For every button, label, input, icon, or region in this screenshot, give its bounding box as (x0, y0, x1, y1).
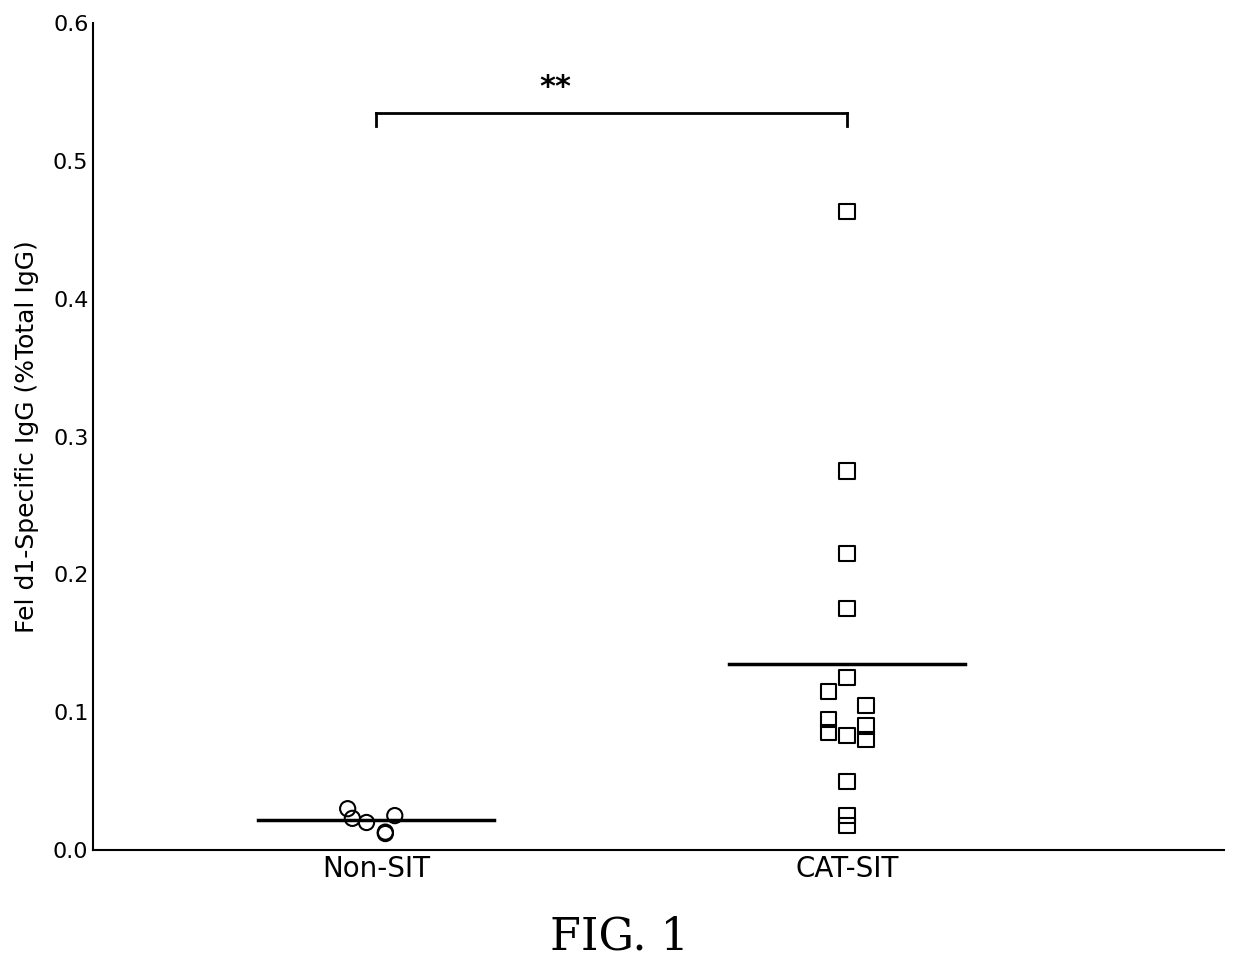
Text: FIG. 1: FIG. 1 (550, 915, 689, 958)
Text: **: ** (539, 72, 571, 102)
Point (856, 732, 876, 748)
Point (385, 808, 405, 824)
Point (375, 826, 395, 841)
Point (838, 670, 857, 685)
Y-axis label: Fel d1-Specific IgG (%Total IgG): Fel d1-Specific IgG (%Total IgG) (15, 240, 38, 632)
Point (838, 601, 857, 617)
Point (856, 718, 876, 734)
Point (838, 546, 857, 561)
Point (856, 698, 876, 713)
Point (375, 825, 395, 840)
Point (838, 204, 857, 220)
Point (838, 808, 857, 824)
Point (342, 810, 362, 826)
Point (838, 728, 857, 744)
Point (818, 712, 838, 727)
Point (838, 773, 857, 789)
Point (338, 801, 358, 817)
Point (818, 684, 838, 700)
Point (838, 818, 857, 834)
Point (818, 725, 838, 741)
Point (838, 464, 857, 479)
Point (357, 815, 377, 831)
